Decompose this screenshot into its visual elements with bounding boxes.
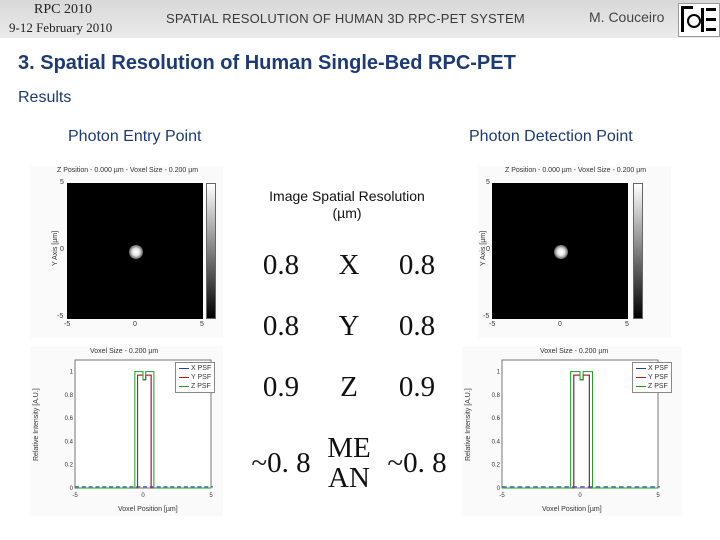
entry-value: ~0. 8 xyxy=(246,418,316,508)
slide-title: 3. Spatial Resolution of Human Single-Be… xyxy=(18,52,516,74)
psf-legend: X PSF Y PSF Z PSF xyxy=(632,362,673,393)
legend-entry-x: X PSF xyxy=(179,364,211,373)
y-tick: 0.6 xyxy=(65,416,74,422)
detection-value: ~0. 8 xyxy=(382,418,452,508)
legend-entry-y: Y PSF xyxy=(636,373,668,382)
psf-xlabel: Voxel Position [µm] xyxy=(542,506,602,513)
axis-label: Y xyxy=(315,296,383,356)
x-tick: -5 xyxy=(489,321,496,328)
y-tick: 0 xyxy=(60,246,64,253)
detection-value: 0.8 xyxy=(382,233,452,297)
y-tick: 5 xyxy=(60,179,64,186)
legend-entry-x: X PSF xyxy=(636,364,668,373)
resolution-table-title: Image Spatial Resolution (µm) xyxy=(246,188,448,222)
psf-legend: X PSF Y PSF Z PSF xyxy=(175,362,216,393)
x-tick: -5 xyxy=(499,493,505,499)
author-name: M. Couceiro xyxy=(589,9,665,25)
image-plot-title: Z Position - 0.000 µm - Voxel Size - 0.2… xyxy=(57,167,199,174)
entry-image-plot: Z Position - 0.000 µm - Voxel Size - 0.2… xyxy=(30,166,223,338)
series-line-z-psf xyxy=(75,371,211,489)
y-tick: 5 xyxy=(486,179,490,186)
detection-point-label: Photon Detection Point xyxy=(469,128,633,145)
y-tick: 0.6 xyxy=(492,416,501,422)
legend-entry-y: Y PSF xyxy=(179,373,211,382)
y-tick: 0 xyxy=(70,486,74,492)
psf-plot-title: Voxel Size - 0.200 µm xyxy=(90,348,159,355)
table-row: 0.9 Z 0.9 xyxy=(246,355,452,419)
x-tick: 5 xyxy=(656,493,660,499)
x-tick: 0 xyxy=(558,321,562,328)
table-row: ~0. 8 ME AN ~0. 8 xyxy=(246,418,452,508)
y-tick: 0.2 xyxy=(65,463,74,469)
table-row: 0.8 Y 0.8 xyxy=(246,296,452,356)
entry-psf-plot: Voxel Size - 0.200 µm 1 0.8 0.6 0.4 0.2 0 -5 0 5… xyxy=(30,346,223,516)
reconstructed-image xyxy=(492,183,628,319)
image-plot-ylabel: Y Axis [µm] xyxy=(52,230,59,266)
psf-ylabel: Relative Intensity [A.U.] xyxy=(33,388,40,461)
institution-logo xyxy=(678,3,720,37)
image-plot-ylabel: Y Axis [µm] xyxy=(480,230,487,266)
x-tick: -5 xyxy=(64,321,71,328)
x-tick: 0 xyxy=(133,321,137,328)
x-tick: 0 xyxy=(578,493,582,499)
point-source-spot xyxy=(129,245,143,259)
header-bar xyxy=(0,0,720,38)
entry-value: 0.8 xyxy=(246,233,316,297)
detection-psf-plot: Voxel Size - 0.200 µm 1 0.8 0.6 0.4 0.2 0 -5 0 5… xyxy=(462,346,682,516)
axis-label: Z xyxy=(315,355,383,419)
resolution-unit: (µm) xyxy=(332,205,362,221)
series-line-z-psf xyxy=(502,371,658,489)
psf-ylabel: Relative Intensity [A.U.] xyxy=(465,388,472,461)
x-tick: 5 xyxy=(200,321,204,328)
resolution-table: 0.8 X 0.8 0.8 Y 0.8 0.9 Z 0.9 ~0. 8 ME A… xyxy=(246,233,452,508)
y-tick: 0 xyxy=(497,486,501,492)
running-title: SPATIAL RESOLUTION OF HUMAN 3D RPC-PET S… xyxy=(166,11,525,26)
table-row: 0.8 X 0.8 xyxy=(246,233,452,297)
entry-point-label: Photon Entry Point xyxy=(68,128,202,145)
y-tick: 0.4 xyxy=(492,439,501,445)
axis-label: X xyxy=(315,233,383,297)
x-tick: 0 xyxy=(141,493,145,499)
y-tick: 0 xyxy=(486,246,490,253)
resolution-title-text: Image Spatial Resolution xyxy=(269,188,425,204)
y-tick: 1 xyxy=(497,370,501,376)
detection-value: 0.8 xyxy=(382,296,452,356)
y-tick: 0.2 xyxy=(492,463,501,469)
reconstructed-image xyxy=(67,183,203,319)
section-heading: Results xyxy=(18,89,72,106)
colorbar xyxy=(206,183,216,319)
y-tick: -5 xyxy=(57,313,64,320)
legend-entry-z: Z PSF xyxy=(179,382,211,391)
x-tick: 5 xyxy=(625,321,629,328)
point-source-spot xyxy=(554,245,568,259)
y-tick: 0.8 xyxy=(65,393,74,399)
detection-image-plot: Z Position - 0.000 µm - Voxel Size - 0.2… xyxy=(478,166,671,338)
colorbar xyxy=(633,183,643,319)
psf-xlabel: Voxel Position [µm] xyxy=(118,506,178,513)
image-plot-title: Z Position - 0.000 µm - Voxel Size - 0.2… xyxy=(505,167,647,174)
x-tick: 5 xyxy=(209,493,213,499)
entry-value: 0.8 xyxy=(246,296,316,356)
x-tick: -5 xyxy=(72,493,78,499)
detection-value: 0.9 xyxy=(382,355,452,419)
y-tick: -5 xyxy=(483,313,490,320)
y-tick: 1 xyxy=(70,370,74,376)
conference-name: RPC 2010 xyxy=(34,2,92,17)
y-tick: 0.8 xyxy=(492,393,501,399)
entry-value: 0.9 xyxy=(246,355,316,419)
conference-dates: 9-12 February 2010 xyxy=(9,20,113,35)
axis-label: ME AN xyxy=(315,418,383,508)
psf-plot-title: Voxel Size - 0.200 µm xyxy=(540,348,609,355)
legend-entry-z: Z PSF xyxy=(636,382,668,391)
y-tick: 0.4 xyxy=(65,439,74,445)
